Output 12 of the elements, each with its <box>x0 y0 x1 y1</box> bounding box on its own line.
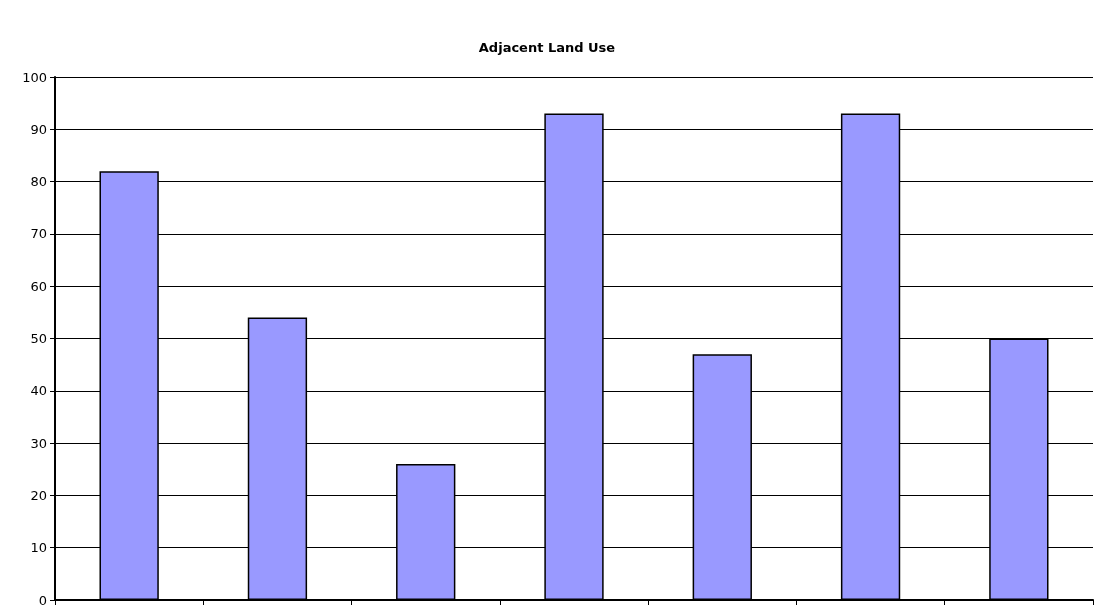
y-tick-label: 10 <box>30 540 47 556</box>
chart-title: Adjacent Land Use <box>478 40 616 55</box>
y-tick-label: 0 <box>38 592 47 608</box>
y-tick-label: 50 <box>30 331 47 346</box>
y-tick-label: 20 <box>30 487 47 503</box>
y-tick-label: 60 <box>30 278 47 294</box>
y-tick-label: 40 <box>30 383 47 399</box>
y-tick-label: 90 <box>30 121 47 137</box>
y-tick-label: 30 <box>30 435 47 451</box>
y-tick-label: 70 <box>30 226 47 242</box>
y-tick-label: 80 <box>30 174 47 190</box>
y-tick-label: 100 <box>22 69 47 85</box>
